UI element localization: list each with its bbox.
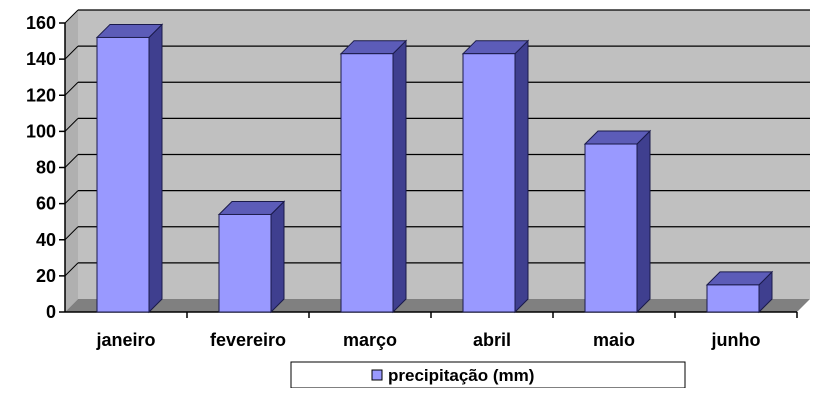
bars (95, 23, 774, 314)
bar-abril (461, 39, 530, 314)
chart-floor (65, 299, 810, 312)
gridline-side (64, 226, 79, 241)
gridlines (64, 9, 810, 277)
bar-junho (705, 270, 774, 314)
legend: precipitação (mm) (290, 361, 686, 389)
gridline-side (64, 190, 79, 204)
x-tick-label: fevereiro (210, 330, 286, 350)
gridline-side (64, 262, 79, 277)
bar-side (636, 129, 651, 314)
bar-front (584, 143, 638, 313)
chart-back-wall (65, 10, 810, 312)
gridline-side (64, 81, 79, 96)
x-axis: janeiro fevereiro março abril maio junho (65, 311, 798, 350)
bar-front (340, 53, 394, 313)
bar-front (706, 284, 760, 313)
bar-side (514, 39, 529, 314)
y-tick-label: 80 (36, 158, 56, 178)
bar-maio (583, 129, 652, 314)
bar-side (148, 23, 163, 314)
legend-box (290, 361, 686, 389)
x-tick-label: maio (593, 330, 635, 350)
gridline-side (64, 9, 79, 24)
gridline-side (64, 118, 79, 132)
y-tick-label: 20 (36, 266, 56, 286)
bar-front (96, 36, 150, 313)
y-tick-label: 0 (46, 302, 56, 322)
legend-swatch (371, 369, 383, 381)
gridline-side (64, 45, 79, 60)
y-tick-label: 40 (36, 230, 56, 250)
floor-plane (65, 299, 810, 312)
bar-front (218, 213, 272, 313)
x-tick-label: junho (711, 330, 761, 350)
bar-side (270, 200, 285, 314)
bar-janeiro (95, 23, 164, 314)
y-tick-label: 160 (26, 13, 56, 33)
x-tick-label: janeiro (95, 330, 155, 350)
y-tick-label: 60 (36, 194, 56, 214)
bar-front (462, 53, 516, 313)
x-tick-label: março (343, 330, 397, 350)
y-axis: 0 20 40 60 80 100 120 140 160 (26, 13, 66, 322)
y-tick-label: 120 (26, 85, 56, 105)
bar-fevereiro (217, 200, 286, 314)
gridline-side (64, 154, 79, 168)
y-tick-label: 140 (26, 49, 56, 69)
bar-março (339, 39, 408, 314)
y-tick-label: 100 (26, 121, 56, 141)
bar-side (392, 39, 407, 314)
x-tick-label: abril (473, 330, 511, 350)
legend-label: precipitação (mm) (388, 366, 534, 385)
